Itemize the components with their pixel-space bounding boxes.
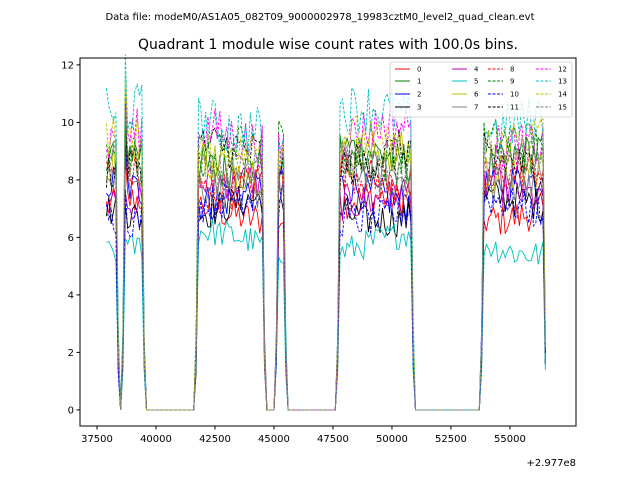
- x-tick-label: 37500: [81, 434, 113, 445]
- legend-label: 2: [417, 91, 421, 99]
- x-tick-label: 47500: [317, 434, 349, 445]
- legend-label: 13: [558, 78, 567, 86]
- legend-label: 0: [417, 66, 421, 74]
- legend-label: 5: [474, 78, 478, 86]
- legend-frame: [389, 61, 573, 118]
- series-line-5: [106, 219, 546, 411]
- legend-label: 8: [510, 66, 514, 74]
- series-line-14: [105, 70, 546, 411]
- axis-ticks: 37500 40000 42500 45000 47500 50000 52500 55000…: [61, 60, 526, 445]
- y-tick-label: 2: [68, 348, 74, 359]
- series-line-3: [105, 180, 546, 411]
- legend-label: 10: [510, 91, 519, 99]
- series-line-9: [105, 119, 546, 411]
- series-line-6: [105, 129, 546, 411]
- legend-label: 15: [558, 104, 567, 112]
- x-tick-label: 45000: [258, 434, 290, 445]
- series-line-7: [106, 127, 546, 411]
- legend-label: 3: [417, 104, 421, 112]
- y-tick-label: 10: [61, 118, 74, 129]
- series-line-15: [105, 109, 546, 411]
- x-tick-label: 55000: [494, 434, 526, 445]
- x-tick-label: 50000: [376, 434, 408, 445]
- series-line-8: [105, 153, 546, 411]
- y-tick-label: 12: [61, 60, 74, 71]
- legend-label: 7: [474, 104, 478, 112]
- y-tick-label: 4: [68, 290, 74, 301]
- legend-label: 11: [510, 104, 519, 112]
- series-line-0: [105, 156, 546, 411]
- chart-title: Quadrant 1 module wise count rates with …: [138, 37, 518, 53]
- series-line-2: [106, 143, 546, 411]
- legend-label: 1: [417, 78, 421, 86]
- series-line-12: [105, 87, 546, 411]
- legend-label: 6: [474, 91, 479, 99]
- y-tick-label: 6: [68, 233, 74, 244]
- x-tick-label: 52500: [435, 434, 467, 445]
- series-line-11: [105, 103, 546, 411]
- legend-label: 12: [558, 66, 567, 74]
- x-offset-label: +2.977e8: [526, 458, 576, 469]
- y-tick-label: 8: [68, 175, 74, 186]
- y-tick-label: 0: [68, 405, 74, 416]
- series-lines: [105, 54, 546, 411]
- series-line-10: [105, 183, 546, 411]
- legend-label: 14: [558, 91, 567, 99]
- series-line-1: [105, 99, 546, 411]
- x-tick-label: 40000: [140, 434, 172, 445]
- legend-label: 4: [474, 66, 479, 74]
- chart-suptitle: Data file: modeM0/AS1A05_082T09_90000029…: [105, 12, 534, 23]
- x-tick-label: 42500: [199, 434, 231, 445]
- series-line-4: [106, 165, 546, 411]
- plot-area-frame: [79, 57, 577, 427]
- legend-label: 9: [510, 78, 514, 86]
